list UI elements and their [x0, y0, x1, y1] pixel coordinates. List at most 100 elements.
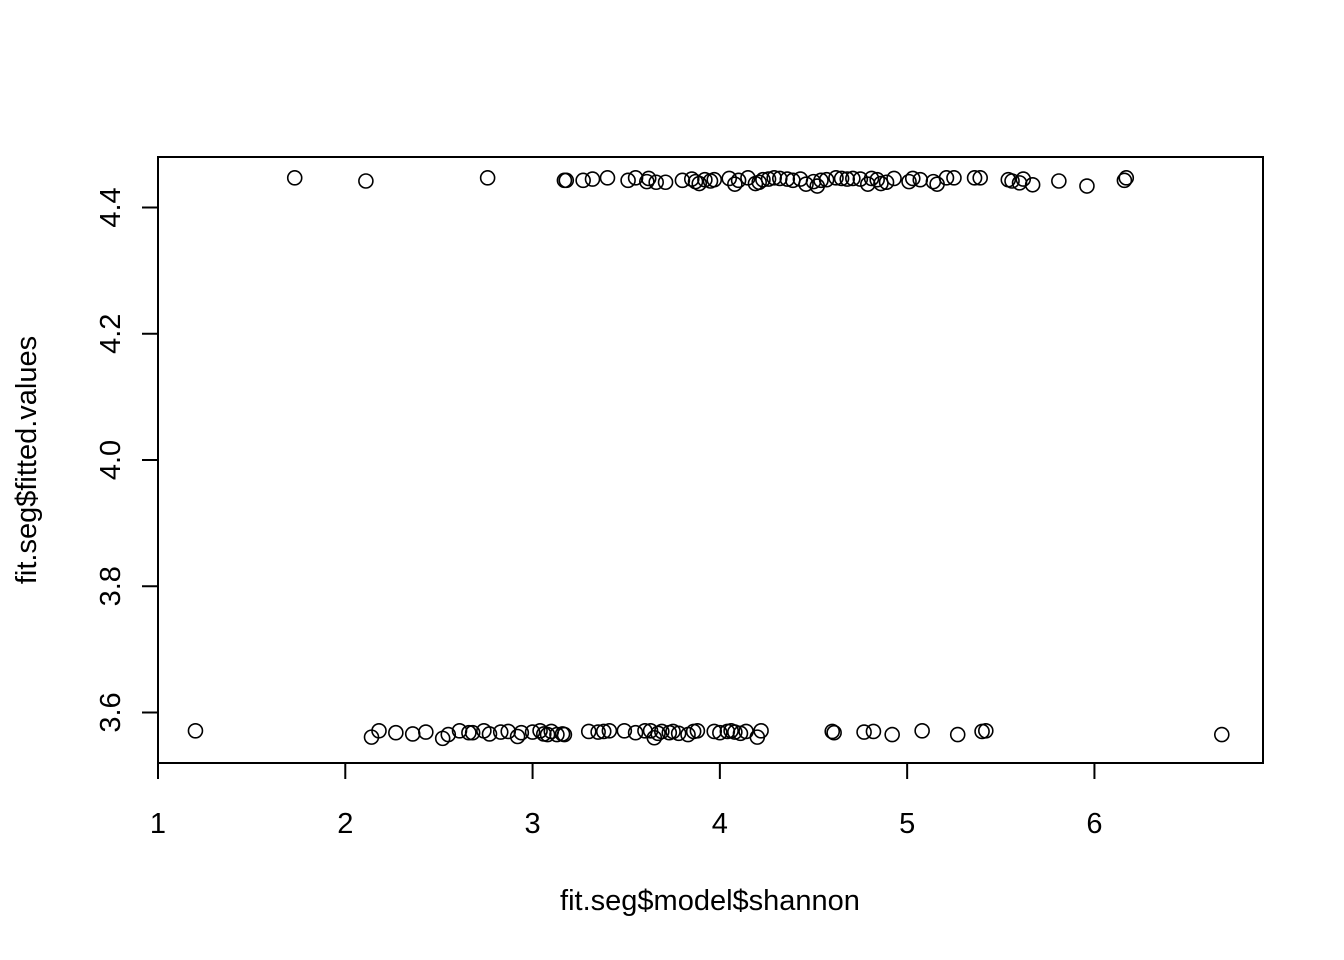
data-point: [556, 726, 573, 743]
data-point: [513, 724, 530, 741]
data-point: [599, 170, 616, 186]
data-points: [187, 170, 1230, 747]
data-point: [481, 726, 498, 742]
data-point: [845, 170, 861, 187]
data-point: [904, 170, 921, 187]
data-point: [914, 723, 930, 739]
y-axis-label: fit.seg$fitted.values: [11, 336, 43, 584]
data-point: [1079, 178, 1095, 194]
data-point: [187, 723, 204, 739]
y-axis: 3.6 3.8 4.0 4.2 4.4: [95, 187, 159, 733]
data-point: [580, 723, 597, 740]
data-point: [901, 173, 917, 190]
data-point: [869, 171, 885, 188]
data-point: [286, 170, 303, 186]
data-point: [404, 726, 421, 742]
data-point: [706, 723, 723, 740]
data-point: [753, 723, 769, 739]
data-point: [839, 171, 856, 187]
data-point: [865, 723, 882, 740]
data-point: [492, 724, 509, 740]
x-tick-label: 5: [899, 808, 915, 840]
data-point: [509, 728, 526, 745]
data-point: [826, 724, 842, 741]
data-point: [697, 171, 713, 188]
data-point: [558, 172, 575, 189]
data-point: [620, 172, 636, 189]
data-point: [418, 724, 434, 740]
data-point: [648, 174, 664, 191]
data-point: [949, 726, 966, 743]
data-point: [863, 170, 880, 187]
data-point: [878, 174, 895, 191]
data-point: [539, 726, 556, 743]
data-point: [751, 174, 767, 191]
data-point: [371, 723, 387, 739]
data-point: [358, 173, 374, 189]
data-point: [886, 170, 902, 187]
data-point: [1024, 176, 1041, 193]
data-point: [461, 724, 477, 741]
data-point: [966, 170, 983, 186]
data-point: [946, 170, 962, 186]
data-point: [1118, 170, 1135, 186]
data-point: [938, 170, 955, 186]
y-tick-label: 4.2: [95, 314, 127, 354]
data-point: [727, 724, 743, 740]
data-point: [884, 726, 900, 743]
data-point: [654, 723, 670, 740]
data-point: [440, 726, 457, 743]
data-point: [828, 170, 844, 186]
data-point: [590, 724, 606, 740]
data-point: [730, 172, 747, 189]
y-tick-label: 3.6: [95, 692, 127, 732]
data-point: [627, 724, 644, 741]
data-point: [639, 173, 655, 190]
data-point: [824, 723, 841, 740]
data-point: [1213, 726, 1230, 743]
data-point: [833, 170, 850, 187]
data-point: [727, 176, 743, 192]
data-point: [760, 171, 777, 187]
data-point: [479, 170, 496, 186]
data-point: [689, 723, 706, 739]
data-point: [755, 171, 771, 188]
data-point: [524, 724, 541, 740]
x-tick-label: 4: [712, 808, 728, 840]
data-point: [601, 723, 618, 739]
data-point: [584, 171, 601, 187]
data-point: [670, 725, 687, 742]
data-point: [818, 171, 835, 188]
y-tick-label: 4.4: [95, 187, 127, 227]
data-point: [779, 171, 796, 187]
data-point: [575, 172, 591, 189]
data-point: [549, 726, 565, 743]
x-axis: 1 2 3 4 5 6: [150, 762, 1103, 840]
data-point: [972, 170, 988, 186]
plot-frame: [157, 156, 1264, 764]
data-point: [683, 171, 700, 187]
data-point: [721, 170, 738, 187]
data-point: [1004, 173, 1020, 189]
data-point: [1015, 171, 1032, 187]
data-point: [627, 170, 644, 186]
data-point: [978, 723, 994, 739]
data-point: [1051, 173, 1067, 189]
x-tick-label: 2: [337, 808, 353, 840]
data-point: [856, 724, 872, 740]
data-point: [532, 723, 548, 739]
data-point: [712, 724, 728, 741]
x-axis-label: fit.seg$model$shannon: [560, 885, 860, 917]
x-tick-label: 1: [150, 808, 166, 840]
data-point: [706, 171, 723, 188]
x-tick-label: 6: [1086, 808, 1102, 840]
data-point: [464, 724, 481, 741]
data-point: [595, 723, 612, 740]
data-point: [798, 176, 814, 192]
data-point: [640, 170, 657, 187]
y-tick-label: 4.0: [95, 440, 127, 480]
data-point: [388, 724, 404, 741]
x-tick-label: 3: [525, 808, 541, 840]
data-point: [1116, 172, 1133, 189]
